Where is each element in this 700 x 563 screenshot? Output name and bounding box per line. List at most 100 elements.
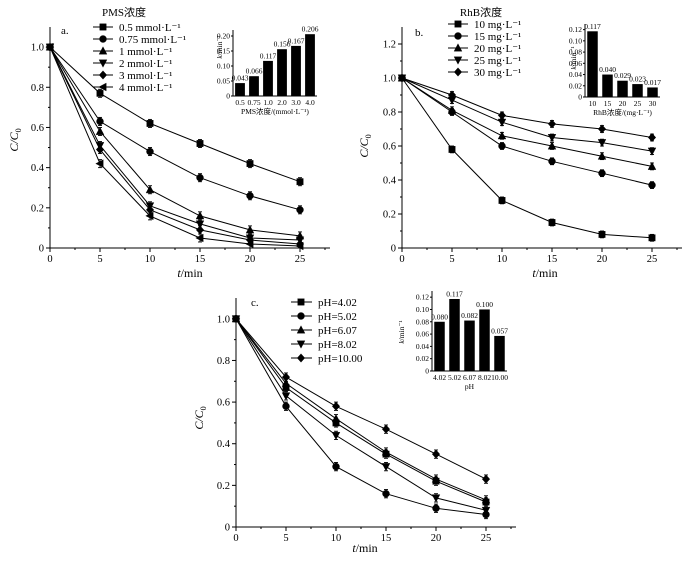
x-tick-label: 15 — [547, 254, 558, 265]
series-3-point — [597, 151, 607, 160]
series-5-point — [95, 145, 105, 155]
y-tick-label: 0.6 — [217, 398, 230, 409]
series-5-point — [381, 424, 391, 434]
series-5-point — [397, 73, 407, 83]
inset-bar — [494, 335, 505, 371]
y-tick-label: 0.4 — [383, 176, 397, 187]
series-3-point — [431, 474, 441, 483]
x-axis-label: t/min — [532, 266, 557, 280]
series-2-line — [49, 46, 301, 211]
inset-x-axis-label: PMS浓度/(mmol·L⁻¹) — [241, 106, 309, 116]
series-5-point — [597, 124, 607, 134]
series-5-point — [331, 401, 341, 411]
x-tick-label: 15 — [195, 254, 206, 265]
series-3-point — [447, 105, 457, 114]
series-1-point — [196, 140, 204, 147]
legend-item: pH=4.02 — [291, 297, 357, 309]
legend-label: 4 mmol·L⁻¹ — [119, 82, 172, 94]
x-tick-label: 25 — [295, 254, 306, 265]
y-tick-label: 0.8 — [31, 83, 44, 94]
inset-x-category-label: 10.00 — [491, 373, 508, 382]
inset-x-category-label: 5.02 — [448, 373, 461, 382]
legend-marker — [453, 67, 463, 77]
series-4-point — [481, 506, 491, 515]
legend-item: 0.75 mmol·L⁻¹ — [93, 34, 186, 46]
series-1-point — [548, 219, 556, 226]
legend-item: 20 mg·L⁻¹ — [448, 43, 521, 55]
y-tick-label: 0.8 — [217, 356, 230, 367]
inset-x-axis-label: RhB浓度/(mg·L⁻¹) — [593, 107, 652, 117]
legend-item: pH=8.02 — [291, 339, 357, 351]
inset-bar — [449, 299, 460, 371]
inset-bar — [617, 80, 628, 97]
legend-title: RhB浓度 — [460, 5, 502, 19]
series-3-point — [195, 211, 205, 220]
legend-item: 30 mg·L⁻¹ — [448, 67, 521, 79]
series-5-line — [49, 46, 301, 245]
series-6-point — [45, 42, 54, 52]
bar-value-label: 0.040 — [599, 65, 616, 74]
series-2-point — [96, 117, 104, 126]
series-4-point — [195, 220, 205, 229]
inset-bar — [587, 31, 598, 97]
series-4-point — [281, 392, 291, 401]
inset-bar — [464, 320, 475, 371]
series-4-point — [381, 463, 391, 472]
x-tick-label: 15 — [381, 533, 392, 544]
bar-value-label: 0.117 — [584, 22, 601, 31]
series-5-point — [547, 119, 557, 129]
bar-value-label: 0.206 — [302, 25, 319, 34]
x-tick-label: 10 — [145, 254, 156, 265]
bar-value-label: 0.082 — [461, 311, 478, 320]
inset-y-axis-label-unit: /min⁻¹ — [215, 35, 224, 55]
legend-label: pH=5.02 — [318, 311, 357, 323]
inset-y-tick-label: 0.08 — [569, 48, 582, 57]
x-tick-label: 25 — [481, 533, 492, 544]
series-6-point — [295, 241, 304, 251]
inset-x-category-label: 20 — [619, 99, 627, 108]
bar-value-label: 0.156 — [274, 40, 291, 49]
series-2-point — [548, 157, 556, 166]
inset-y-axis-label: k/min⁻¹ — [569, 46, 578, 69]
legend-marker — [296, 353, 306, 363]
series-2-point — [498, 142, 506, 150]
legend-label: 25 mg·L⁻¹ — [474, 55, 521, 67]
series-group — [45, 42, 305, 251]
y-axis-label-subscript: 0 — [14, 128, 23, 132]
inset-bar — [479, 309, 490, 371]
x-tick-label: 20 — [431, 533, 442, 544]
inset-y-axis-label-symbol: k — [215, 55, 224, 59]
legend-label: 30 mg·L⁻¹ — [474, 67, 521, 79]
legend-label: pH=10.00 — [318, 353, 363, 365]
inset-bar — [305, 34, 315, 96]
inset-x-category-label: 0.75 — [247, 98, 260, 107]
series-5-point — [447, 90, 457, 100]
y-tick-label: 0 — [225, 523, 230, 534]
series-3-line — [49, 46, 301, 237]
series-5-point — [195, 225, 205, 235]
series-4-point — [431, 494, 441, 503]
x-tick-label: 5 — [449, 254, 454, 265]
legend-label: 1 mmol·L⁻¹ — [119, 46, 172, 58]
legend-marker — [297, 298, 305, 306]
inset-y-tick-label: 0.02 — [416, 354, 429, 363]
series-4-line — [235, 318, 487, 511]
y-tick-label: 0 — [39, 244, 44, 255]
inset-y-tick-label: 0 — [226, 92, 230, 101]
series-4-line — [401, 77, 653, 152]
legend-label: pH=8.02 — [318, 339, 357, 351]
inset-y-tick-label: 0.20 — [217, 32, 230, 41]
inset-y-tick-label: 0.05 — [217, 77, 230, 86]
y-tick-label: 0.2 — [217, 481, 230, 492]
series-1-point — [648, 234, 656, 242]
legend-marker — [297, 312, 305, 320]
series-5-point — [231, 314, 241, 324]
series-5-point — [481, 474, 491, 484]
panel-b: 0 5 10 15 20 2500.20.40.60.81.01.2t/minC/C0b.… — [357, 5, 682, 280]
series-3-line — [235, 318, 487, 501]
y-axis-label: C/C0 — [192, 406, 208, 429]
legend: PMS浓度 0.5 mmol·L⁻¹0.75 mmol·L⁻¹1 mmol·L⁻¹… — [93, 5, 186, 94]
series-4-point — [547, 134, 557, 143]
panel-label: b. — [415, 27, 424, 39]
